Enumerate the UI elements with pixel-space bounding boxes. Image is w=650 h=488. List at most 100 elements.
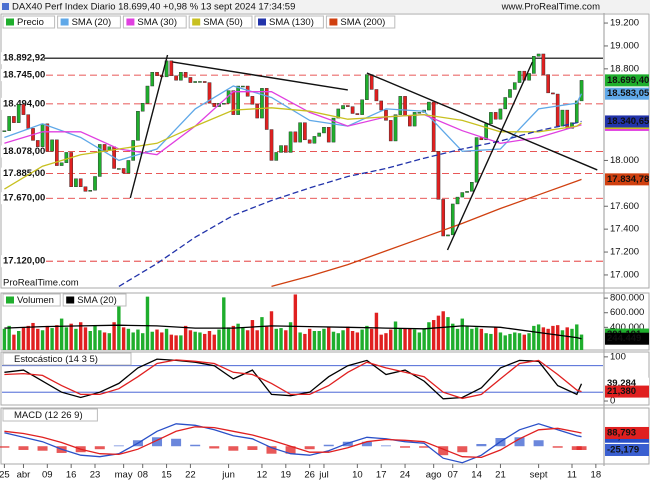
candle [298,122,302,143]
x-tick-label: 19 [281,470,292,481]
x-tick-label: jun [221,470,235,481]
value-tag-bg [605,115,649,128]
x-tick-label: 10 [352,470,363,481]
volume-bar [508,333,512,350]
volume-bar [245,330,250,350]
legend-box [62,293,127,307]
candle [312,136,317,144]
volume-bar [379,334,383,350]
volume-bar [207,331,212,350]
candle [441,199,446,237]
candle [221,102,226,105]
histogram-bar [37,446,48,451]
candle [408,115,412,127]
legend-swatch [60,18,69,26]
candle [21,104,26,115]
volume-bar [21,327,26,350]
candle [121,168,126,174]
candle [45,123,50,152]
volume-bar [250,320,255,350]
x-tick-label: 22 [185,470,196,481]
histogram-bar [18,446,29,450]
legend-box [122,15,187,29]
histogram-bar [552,446,563,448]
candle [346,105,350,107]
value-tag: 21,380 [607,386,636,397]
volume-bar [126,328,131,350]
candle [384,109,388,121]
volume-bar [441,311,445,350]
candle [250,96,255,105]
indicator-line [4,423,582,464]
candle [551,92,555,95]
header-site[interactable]: www.ProRealTime.com [501,2,600,13]
candle [179,72,183,81]
legend-swatch [6,296,14,304]
candle [7,116,11,131]
volume-bar [465,325,469,350]
candle [355,113,360,115]
volume-bar [102,332,107,350]
volume-bar [88,331,92,350]
indicator-line [271,178,582,288]
indicator-line [4,107,582,190]
candle [69,152,73,187]
legend-swatch [126,18,135,26]
volume-bar [93,325,97,350]
candle [12,116,16,123]
volume-bar [360,329,364,350]
volume-bar [12,334,16,350]
candle [231,90,236,115]
volume-bar [312,331,317,350]
volume-bar [7,325,11,350]
volume-bar [431,320,436,350]
volume-bar [417,332,422,350]
volume-bar [365,325,369,350]
candle [322,127,326,134]
candle [35,140,40,147]
histogram-bar [342,441,353,447]
value-tag: 18.340,65 [607,116,650,127]
y-tick-label: 17.600 [610,201,639,212]
volume-bar [231,325,236,350]
candle [365,74,369,100]
volume-bar [59,318,64,350]
volume-bar [565,327,569,350]
candle [527,73,531,81]
volume-bar [117,306,121,350]
volume-bar [69,323,73,350]
legend-box [188,15,253,29]
volume-bar [274,328,278,350]
volume-bar [555,325,560,350]
x-tick-label: 08 [137,470,148,481]
candle [288,131,293,153]
value-tag: 88,793 [607,427,636,438]
volume-bar [150,331,154,350]
x-tick-label: 11 [567,470,577,481]
candle [145,85,150,104]
candle [16,104,21,123]
candle [470,182,474,192]
volume-bar [489,333,493,350]
volume-bar [279,328,283,350]
legend-swatch [192,18,201,26]
y-tick-label: 100 [610,351,626,362]
legend-label: SMA (50) [203,17,243,28]
candle [279,145,283,153]
volume-bar [174,335,178,350]
histogram-bar [171,438,182,447]
y-tick-label: 18.800 [610,63,639,74]
candle [155,72,159,76]
candle [207,82,212,104]
candle [93,176,97,191]
level-label-bg [1,145,44,158]
candle [431,101,436,152]
x-tick-label: 12 [257,470,268,481]
candle [255,104,259,119]
trendline [446,61,534,251]
volume-bar [98,330,102,350]
histogram-bar [323,444,334,447]
value-tag: 18.583,05 [607,88,650,99]
volume-bar [298,332,302,350]
volume-bar [136,329,140,350]
